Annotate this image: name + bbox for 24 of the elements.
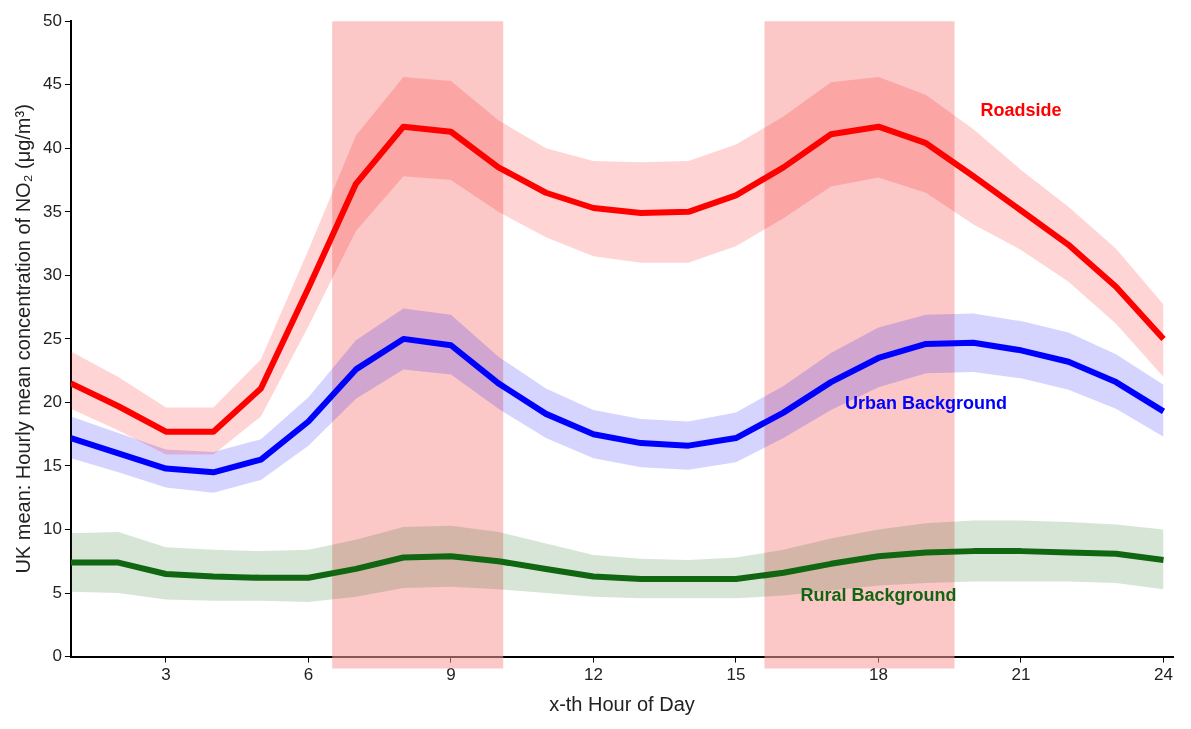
y-tick-label: 25 bbox=[42, 328, 62, 348]
x-tick-label: 21 bbox=[1011, 665, 1031, 685]
y-tick-label: 30 bbox=[42, 265, 62, 285]
x-tick-label: 12 bbox=[583, 665, 603, 685]
y-tick-label: 10 bbox=[42, 519, 62, 539]
text: Roadside bbox=[980, 99, 1062, 120]
y-tick-label: 45 bbox=[42, 74, 62, 94]
x-tick-label: 3 bbox=[161, 665, 171, 685]
x-tick-label: 9 bbox=[446, 665, 456, 685]
y-tick-label: 40 bbox=[42, 137, 62, 157]
y-tick-label: 35 bbox=[42, 201, 62, 221]
x-tick-label: 18 bbox=[869, 665, 888, 685]
y-tick-label: 15 bbox=[42, 455, 62, 475]
x-axis-title: x-th Hour of Day bbox=[549, 692, 695, 715]
y-tick-label: 0 bbox=[52, 646, 62, 666]
series-label: Urban Background bbox=[844, 392, 1007, 413]
y-tick-label: 50 bbox=[42, 10, 62, 30]
series-label: Rural Background bbox=[800, 585, 957, 606]
x-tick-label: 15 bbox=[726, 665, 746, 685]
y-axis-title: UK mean: Hourly mean concentration of NO₂ (μg/m³) bbox=[11, 104, 34, 574]
y-tick-label: 20 bbox=[42, 392, 62, 412]
y-tick-label: 5 bbox=[52, 582, 62, 602]
x-tick-label: 24 bbox=[1154, 665, 1173, 685]
x-tick-label: 6 bbox=[303, 665, 314, 685]
